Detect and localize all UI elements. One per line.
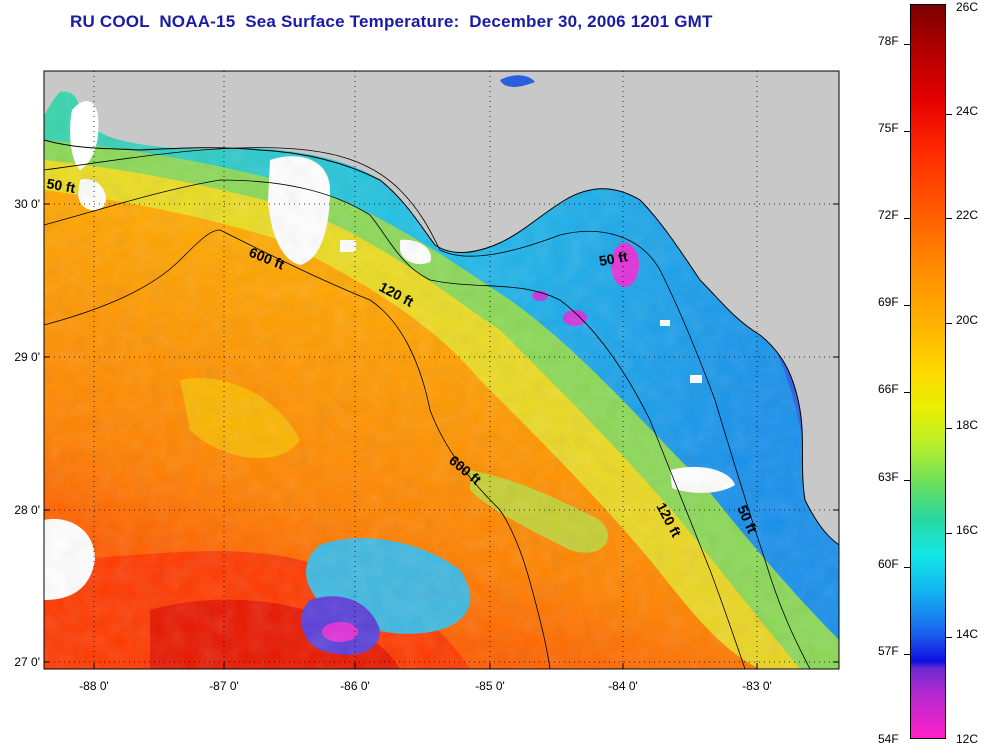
land-mass xyxy=(44,71,839,545)
longitude-label: -85 0' xyxy=(475,679,505,693)
contour-600ft xyxy=(44,229,551,669)
colorbar-tick xyxy=(904,44,910,45)
celsius-label: 20C xyxy=(956,313,979,327)
fahrenheit-label: 75F xyxy=(878,121,899,135)
fahrenheit-label: 72F xyxy=(878,208,899,222)
fahrenheit-label: 54F xyxy=(878,732,899,746)
longitude-label: -86 0' xyxy=(340,679,370,693)
longitude-label: -87 0' xyxy=(209,679,239,693)
contour-label: 50 ft xyxy=(45,175,76,196)
celsius-label: 12C xyxy=(956,732,979,746)
colorbar-tick xyxy=(946,323,952,324)
latitude-label: 29 0' xyxy=(14,350,40,364)
colorbar-tick xyxy=(904,392,910,393)
lake xyxy=(500,75,535,87)
latitude-label: 27 0' xyxy=(14,655,40,669)
fahrenheit-label: 66F xyxy=(878,382,899,396)
colorbar-tick xyxy=(904,218,910,219)
longitude-label: -83 0' xyxy=(742,679,772,693)
contour-label: 50 ft xyxy=(598,248,629,269)
celsius-label: 26C xyxy=(956,0,979,14)
celsius-label: 24C xyxy=(956,104,979,118)
colorbar-tick xyxy=(946,218,952,219)
colorbar-tick xyxy=(904,131,910,132)
map-title: RU COOL NOAA-15 Sea Surface Temperature:… xyxy=(70,12,713,31)
coastline xyxy=(44,139,839,546)
fahrenheit-label: 60F xyxy=(878,557,899,571)
longitude-label: -84 0' xyxy=(608,679,638,693)
longitude-label: -88 0' xyxy=(79,679,109,693)
colorbar-tick xyxy=(904,567,910,568)
contour-120ft xyxy=(44,179,746,669)
sst-image xyxy=(44,71,839,669)
celsius-label: 18C xyxy=(956,418,979,432)
fahrenheit-label: 69F xyxy=(878,295,899,309)
axis-ticks xyxy=(44,203,839,669)
latitude-label: 30 0' xyxy=(14,197,40,211)
colorbar-tick xyxy=(904,480,910,481)
celsius-label: 16C xyxy=(956,523,979,537)
latitude-label: 28 0' xyxy=(14,503,40,517)
celsius-label: 22C xyxy=(956,208,979,222)
color-scale-bar xyxy=(910,4,946,739)
colorbar-tick xyxy=(946,114,952,115)
plot-frame xyxy=(43,70,840,670)
fahrenheit-label: 57F xyxy=(878,644,899,658)
colorbar-tick xyxy=(946,637,952,638)
colorbar-tick xyxy=(946,428,952,429)
colorbar-tick xyxy=(904,654,910,655)
celsius-label: 14C xyxy=(956,627,979,641)
contour-50ft xyxy=(44,147,811,669)
colorbar-tick xyxy=(904,305,910,306)
fahrenheit-label: 78F xyxy=(878,34,899,48)
colorbar-tick xyxy=(946,533,952,534)
cloud-mask xyxy=(70,100,99,170)
fahrenheit-label: 63F xyxy=(878,470,899,484)
